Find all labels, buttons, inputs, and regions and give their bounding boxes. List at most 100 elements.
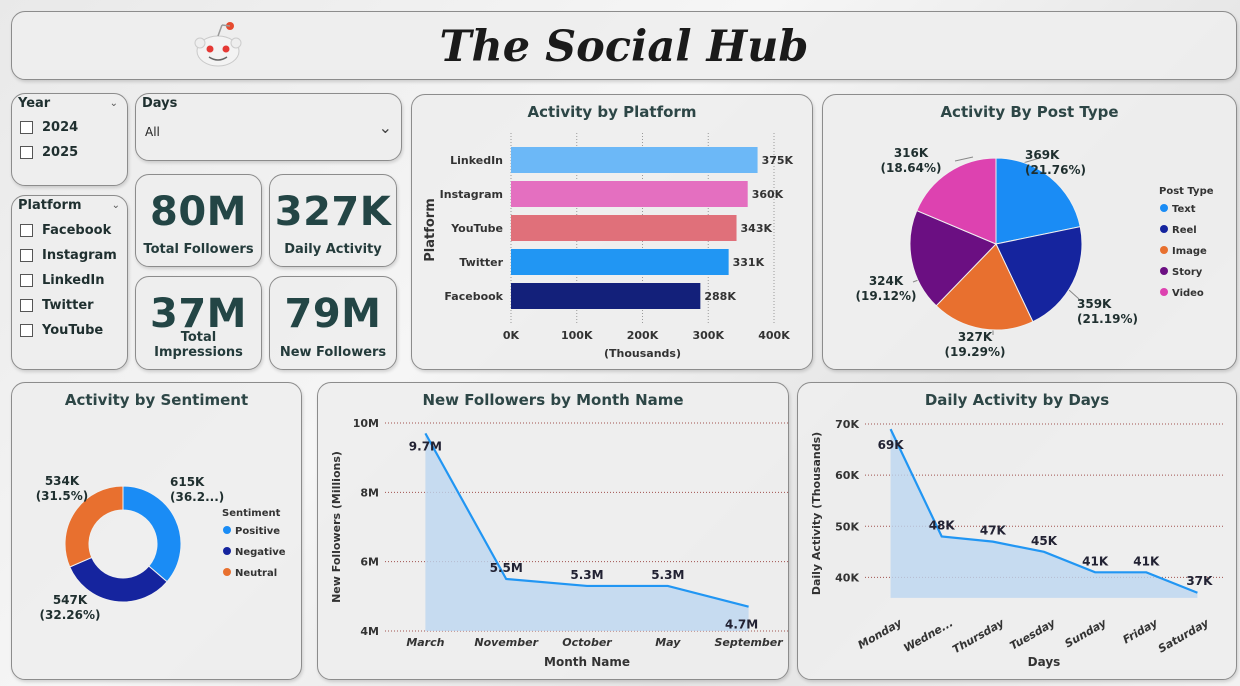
bar — [511, 249, 729, 275]
platform-option-instagram[interactable]: Instagram — [20, 248, 117, 263]
checkbox[interactable] — [20, 274, 33, 287]
y-tick-label: 8M — [360, 486, 379, 499]
x-tick-label: Saturday — [1156, 616, 1212, 656]
legend-marker — [223, 568, 231, 576]
year-option-2025[interactable]: 2025 — [20, 145, 78, 160]
platform-slicer-title: Platform — [18, 198, 82, 213]
post-type-pie-chart: 369K (21.76%) 359K (21.19%) 327K (19.29%) 324K… — [856, 146, 1214, 359]
leader-line — [1022, 156, 1044, 164]
year-slicer[interactable]: Year ⌄ 2024 2025 — [11, 93, 128, 186]
legend-marker — [1160, 267, 1168, 275]
legend-marker — [1160, 246, 1168, 254]
checkbox[interactable] — [20, 146, 33, 159]
series-line — [424, 432, 749, 608]
checkbox[interactable] — [20, 299, 33, 312]
kpi-label: Total Impressions — [154, 330, 243, 360]
year-option-label: 2025 — [42, 145, 79, 160]
reddit-logo-icon — [194, 22, 242, 67]
kpi-value: 80M — [150, 189, 247, 235]
kpi-total-followers: 80M Total Followers — [135, 174, 262, 267]
legend-label: Reel — [1172, 225, 1197, 236]
data-label: 359K (21.19%) — [1077, 297, 1138, 326]
page-title: The Social Hub — [439, 22, 809, 72]
checkbox[interactable] — [20, 224, 33, 237]
category-label: Facebook — [444, 290, 503, 303]
data-label: 69K — [878, 438, 905, 452]
bar — [511, 215, 737, 241]
data-label: 360K — [752, 188, 784, 201]
category-label: LinkedIn — [450, 154, 503, 167]
y-axis-title: Daily Activity (Thousands) — [810, 432, 823, 595]
x-tick-label: 300K — [693, 329, 725, 342]
legend-label: Positive — [235, 526, 280, 537]
checkbox[interactable] — [20, 249, 33, 262]
x-axis-title: Days — [1028, 655, 1061, 669]
kpi-new-followers: 79M New Followers — [269, 276, 397, 370]
x-tick-label: Thursday — [950, 616, 1007, 656]
y-tick-label: 6M — [360, 556, 379, 569]
chevron-down-icon[interactable]: ⌄ — [109, 98, 118, 109]
x-tick-label: Wedne... — [901, 616, 955, 655]
platform-bar-chart: 0K 100K 200K 300K 400K LinkedIn 375K Instagram 3… — [423, 133, 794, 360]
x-tick-label: May — [655, 636, 681, 649]
checkbox[interactable] — [20, 121, 33, 134]
data-label: 4.7M — [725, 618, 758, 632]
data-label: 5.5M — [490, 561, 523, 575]
x-tick-label: Friday — [1121, 616, 1161, 646]
pie-slice — [995, 157, 1081, 245]
days-slicer[interactable]: Days All ⌄ — [135, 93, 402, 161]
data-label: 316K (18.64%) — [881, 146, 942, 175]
pie-slice — [64, 485, 124, 568]
y-tick-label: 50K — [835, 520, 859, 533]
kpi-value: 79M — [284, 291, 382, 337]
year-option-2024[interactable]: 2024 — [20, 120, 78, 135]
leader-line — [1068, 289, 1080, 300]
platform-option-label: Twitter — [42, 298, 94, 313]
kpi-total-impressions: 37M Total Impressions — [135, 276, 262, 370]
x-tick-label: 0K — [503, 329, 520, 342]
series-line — [889, 428, 1198, 594]
data-label: 45K — [1031, 534, 1058, 548]
legend-marker — [1160, 288, 1168, 296]
daily-area-chart: 40K 50K 60K 70K Monday 69K Wedne... 48K Thursday… — [810, 418, 1223, 669]
platform-slicer[interactable]: Platform ⌄ Facebook Instagram LinkedIn T… — [11, 195, 128, 370]
y-axis-title: Platform — [423, 198, 438, 262]
legend-label: Video — [1172, 288, 1204, 299]
platform-option-twitter[interactable]: Twitter — [20, 298, 94, 313]
chart-title: Activity by Platform — [527, 103, 697, 121]
sentiment-donut-chart: 615K (36.2...) 547K (32.26%) 534K (31.5%) Sent… — [36, 474, 286, 622]
monthly-chart-card: New Followers by Month Name 4M 6M 8M 10M Mar… — [317, 382, 789, 680]
platform-option-facebook[interactable]: Facebook — [20, 223, 111, 238]
chevron-down-icon[interactable]: ⌄ — [378, 118, 392, 137]
x-tick-label: 200K — [627, 329, 659, 342]
chevron-down-icon[interactable]: ⌄ — [111, 200, 120, 211]
pie-slice — [916, 157, 997, 245]
checkbox[interactable] — [20, 324, 33, 337]
x-axis-title: (Thousands) — [604, 347, 681, 360]
year-option-label: 2024 — [42, 120, 79, 135]
bar — [511, 147, 758, 173]
data-label: 534K (31.5%) — [36, 474, 89, 503]
platform-option-linkedin[interactable]: LinkedIn — [20, 273, 105, 288]
days-dropdown-value[interactable]: All — [145, 125, 160, 139]
year-slicer-title: Year — [18, 96, 51, 111]
data-label: 5.3M — [651, 568, 684, 582]
category-label: Twitter — [459, 256, 503, 269]
x-tick-label: November — [474, 636, 538, 649]
bar — [511, 181, 748, 207]
x-axis-title: Month Name — [544, 655, 630, 669]
y-tick-label: 70K — [835, 418, 859, 431]
category-label: Instagram — [440, 188, 503, 201]
platform-option-label: LinkedIn — [42, 273, 105, 288]
data-label: 343K — [741, 222, 773, 235]
platform-option-label: Facebook — [42, 223, 112, 238]
legend-marker — [223, 547, 231, 555]
chart-title: Activity By Post Type — [940, 103, 1119, 121]
pie-slice — [909, 209, 997, 307]
x-tick-label: October — [562, 636, 612, 649]
data-label: 547K (32.26%) — [40, 593, 101, 622]
legend-marker — [1160, 225, 1168, 233]
platform-option-youtube[interactable]: YouTube — [20, 323, 103, 338]
data-label: 369K (21.76%) — [1025, 148, 1086, 177]
y-tick-label: 4M — [360, 625, 379, 638]
